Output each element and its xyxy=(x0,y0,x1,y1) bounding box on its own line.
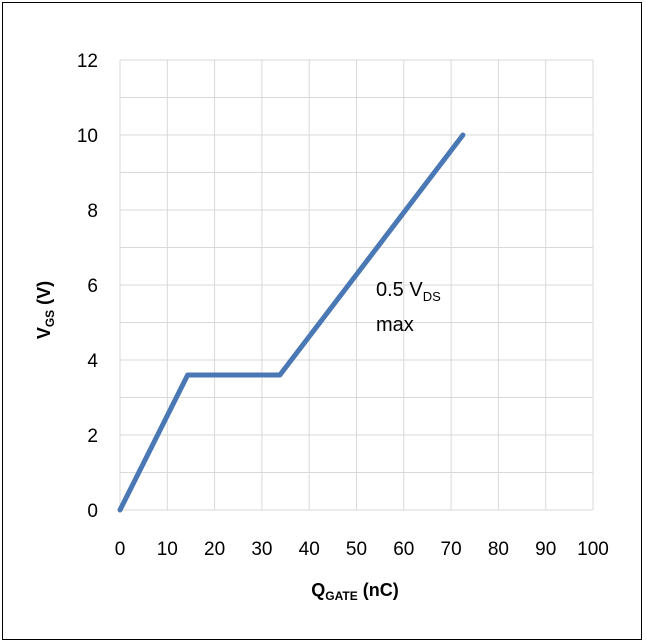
series-line xyxy=(117,132,466,513)
x-tick-label: 60 xyxy=(393,539,414,560)
x-tick-label: 80 xyxy=(488,539,509,560)
annotation-line1: 0.5 VDS xyxy=(376,279,441,304)
series-lines xyxy=(117,132,466,513)
x-tick-label: 0 xyxy=(115,539,126,560)
grid-lines xyxy=(119,59,594,511)
y-tick-label: 0 xyxy=(87,501,98,522)
y-tick-label: 10 xyxy=(77,126,98,147)
x-tick-label: 70 xyxy=(441,539,462,560)
y-tick-label: 6 xyxy=(87,276,98,297)
x-tick-label: 30 xyxy=(251,539,272,560)
x-tick-labels: 0 10 20 30 40 50 60 70 80 90 100 xyxy=(115,539,609,560)
x-tick-label: 20 xyxy=(204,539,225,560)
x-tick-label: 40 xyxy=(299,539,320,560)
y-tick-label: 12 xyxy=(77,51,98,72)
x-axis-title: QGATE (nC) xyxy=(311,580,398,603)
y-tick-label: 2 xyxy=(87,426,98,447)
y-tick-label: 8 xyxy=(87,201,98,222)
y-tick-labels: 0 2 4 6 8 10 12 xyxy=(77,51,99,522)
x-tick-label: 10 xyxy=(157,539,178,560)
x-tick-label: 90 xyxy=(535,539,556,560)
x-tick-label: 100 xyxy=(577,539,609,560)
annotation-line2: max xyxy=(376,314,414,336)
x-tick-label: 50 xyxy=(346,539,367,560)
y-axis-title: VGS (V) xyxy=(34,281,57,339)
y-tick-label: 4 xyxy=(87,351,98,372)
